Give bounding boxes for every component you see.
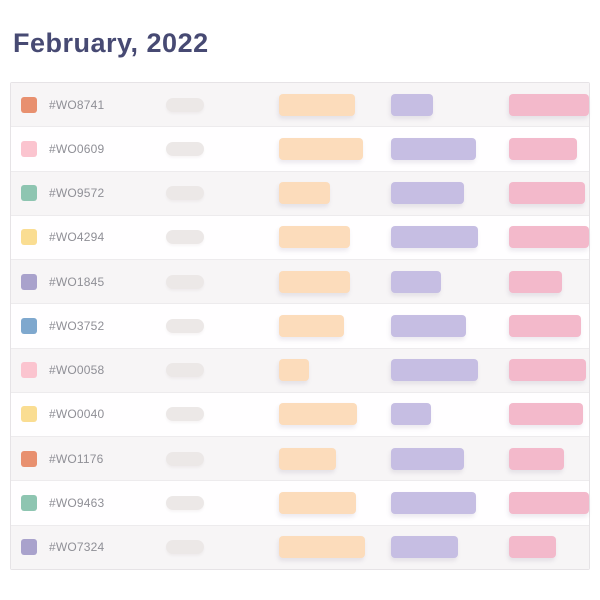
gantt-bar-pink[interactable]	[509, 492, 589, 515]
color-swatch	[21, 273, 37, 290]
table-row[interactable]: #WO4294	[11, 215, 589, 261]
gantt-bar-pink[interactable]	[509, 314, 581, 337]
work-order-id: #WO1845	[49, 274, 105, 289]
gantt-bar-orange[interactable]	[279, 403, 357, 426]
gantt-bar-orange[interactable]	[279, 182, 330, 205]
gantt-bar-pink[interactable]	[509, 182, 585, 205]
table-row[interactable]: #WO7324	[11, 525, 589, 569]
table-row[interactable]: #WO3752	[11, 304, 589, 349]
gantt-bar-purple[interactable]	[391, 359, 478, 382]
status-placeholder-pill	[166, 407, 204, 422]
gantt-bar-orange[interactable]	[279, 536, 365, 559]
table-row[interactable]: #WO8741	[11, 83, 589, 128]
status-placeholder-pill	[166, 141, 204, 156]
gantt-bar-pink[interactable]	[509, 447, 564, 470]
gantt-bar-orange[interactable]	[279, 447, 336, 470]
table-row[interactable]: #WO0040	[11, 392, 589, 438]
table-row[interactable]: #WO9572	[11, 171, 589, 216]
status-placeholder-pill	[166, 451, 204, 466]
status-placeholder-pill	[166, 97, 204, 112]
gantt-bar-purple[interactable]	[391, 182, 464, 205]
color-swatch	[21, 140, 37, 157]
gantt-bar-pink[interactable]	[509, 403, 583, 426]
table-row[interactable]: #WO9463	[11, 481, 589, 526]
gantt-bar-purple[interactable]	[391, 492, 476, 515]
status-placeholder-pill	[166, 540, 204, 555]
color-swatch	[21, 450, 37, 467]
table-row[interactable]: #WO1176	[11, 437, 589, 482]
color-swatch	[21, 539, 37, 556]
work-order-id: #WO0609	[49, 141, 105, 156]
work-order-id: #WO9463	[49, 496, 105, 511]
color-swatch	[21, 229, 37, 246]
status-placeholder-pill	[166, 230, 204, 245]
status-placeholder-pill	[166, 274, 204, 289]
work-orders-table: #WO8741 #WO0609 #WO9572 #WO4294 #WO1845	[10, 82, 590, 570]
gantt-bar-pink[interactable]	[509, 536, 556, 559]
work-order-id: #WO3752	[49, 318, 105, 333]
color-swatch	[21, 362, 37, 379]
gantt-bar-purple[interactable]	[391, 403, 431, 426]
gantt-bar-purple[interactable]	[391, 536, 458, 559]
gantt-bar-pink[interactable]	[509, 270, 562, 293]
page-title: February, 2022	[13, 28, 209, 58]
gantt-bar-purple[interactable]	[391, 226, 478, 249]
gantt-bar-pink[interactable]	[509, 226, 589, 249]
color-swatch	[21, 495, 37, 512]
status-placeholder-pill	[166, 363, 204, 378]
work-order-id: #WO9572	[49, 186, 105, 201]
gantt-bar-pink[interactable]	[509, 93, 589, 116]
status-placeholder-pill	[166, 186, 204, 201]
work-order-id: #WO8741	[49, 97, 105, 112]
gantt-bar-pink[interactable]	[509, 137, 577, 160]
table-row[interactable]: #WO0609	[11, 127, 589, 172]
color-swatch	[21, 406, 37, 423]
gantt-bar-purple[interactable]	[391, 137, 476, 160]
gantt-bar-orange[interactable]	[279, 492, 356, 515]
work-order-id: #WO1176	[49, 451, 104, 466]
gantt-bar-purple[interactable]	[391, 447, 464, 470]
gantt-bar-purple[interactable]	[391, 93, 433, 116]
table-row[interactable]: #WO0058	[11, 348, 589, 393]
gantt-bar-orange[interactable]	[279, 359, 309, 382]
gantt-bar-pink[interactable]	[509, 359, 586, 382]
status-placeholder-pill	[166, 318, 204, 333]
color-swatch	[21, 185, 37, 202]
work-order-id: #WO0040	[49, 407, 105, 422]
gantt-bar-purple[interactable]	[391, 270, 441, 293]
color-swatch	[21, 96, 37, 113]
work-order-id: #WO0058	[49, 363, 105, 378]
gantt-bar-orange[interactable]	[279, 226, 350, 249]
status-placeholder-pill	[166, 496, 204, 511]
gantt-bar-orange[interactable]	[279, 314, 344, 337]
work-order-id: #WO4294	[49, 230, 105, 245]
gantt-bar-orange[interactable]	[279, 93, 355, 116]
table-row[interactable]: #WO1845	[11, 260, 589, 305]
gantt-bar-orange[interactable]	[279, 137, 363, 160]
gantt-bar-orange[interactable]	[279, 270, 350, 293]
work-order-id: #WO7324	[49, 540, 105, 555]
color-swatch	[21, 317, 37, 334]
gantt-bar-purple[interactable]	[391, 314, 466, 337]
